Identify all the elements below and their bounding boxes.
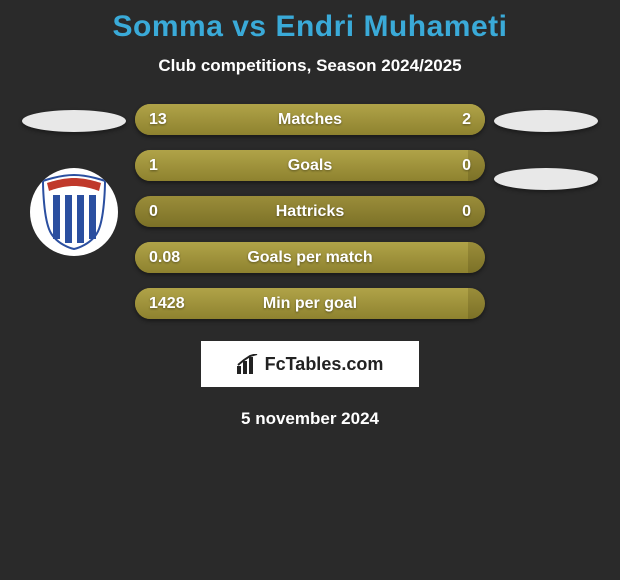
stat-value-right: 2 — [462, 104, 471, 135]
stats-bars: 13Matches21Goals00Hattricks00.08Goals pe… — [135, 104, 485, 319]
shield-icon — [39, 173, 109, 251]
stat-label: Hattricks — [135, 196, 485, 227]
stat-bar: 13Matches2 — [135, 104, 485, 135]
right-avatar-column — [493, 104, 599, 190]
content-row: 13Matches21Goals00Hattricks00.08Goals pe… — [0, 104, 620, 319]
stat-bar: 0Hattricks0 — [135, 196, 485, 227]
club-ellipse-placeholder — [494, 168, 598, 190]
comparison-card: Somma vs Endri Muhameti Club competition… — [0, 0, 620, 439]
stat-value-right: 0 — [462, 150, 471, 181]
subtitle: Club competitions, Season 2024/2025 — [0, 56, 620, 76]
bar-chart-icon — [237, 354, 259, 374]
stat-label: Goals per match — [135, 242, 485, 273]
stat-label: Goals — [135, 150, 485, 181]
date-line: 5 november 2024 — [0, 409, 620, 429]
club-badge-left — [30, 168, 118, 256]
stat-bar: 0.08Goals per match — [135, 242, 485, 273]
branding-badge[interactable]: FcTables.com — [201, 341, 419, 387]
stat-value-right: 0 — [462, 196, 471, 227]
page-title: Somma vs Endri Muhameti — [0, 10, 620, 44]
stat-label: Matches — [135, 104, 485, 135]
left-avatar-column — [21, 104, 127, 256]
stat-bar: 1Goals0 — [135, 150, 485, 181]
branding-text: FcTables.com — [265, 354, 384, 375]
stat-label: Min per goal — [135, 288, 485, 319]
player-ellipse-placeholder — [494, 110, 598, 132]
player-ellipse-placeholder — [22, 110, 126, 132]
stat-bar: 1428Min per goal — [135, 288, 485, 319]
